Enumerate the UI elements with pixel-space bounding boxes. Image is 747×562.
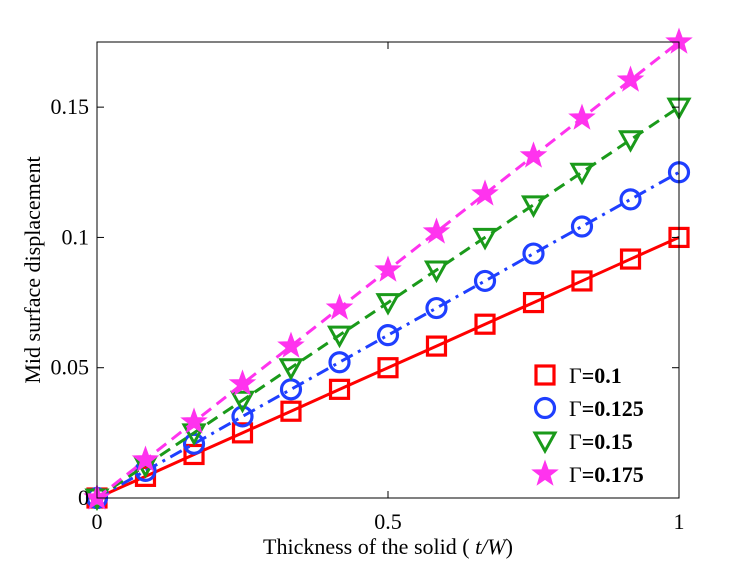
data-point <box>423 260 450 284</box>
x-tick-label: 0.5 <box>374 509 402 534</box>
data-point <box>277 331 305 358</box>
data-point <box>280 400 302 422</box>
legend-marker <box>533 396 557 420</box>
legend-gamma-value: =0.125 <box>582 396 644 421</box>
legend-label: Γ=0.175 <box>569 462 644 487</box>
legend-label: Γ=0.1 <box>569 363 622 388</box>
legend-gamma-value: =0.15 <box>582 429 633 454</box>
data-point <box>568 103 596 130</box>
data-point <box>375 293 401 316</box>
data-point <box>328 378 351 400</box>
data-point <box>616 65 645 92</box>
legend-marker <box>534 364 556 386</box>
x-axis-title-prefix: Thickness of the solid ( <box>263 534 475 559</box>
legend-entry-4: Γ=0.175 <box>531 459 644 487</box>
data-point <box>569 162 595 186</box>
x-axis-title-suffix: ) <box>506 534 513 559</box>
data-point <box>474 313 496 335</box>
data-point <box>326 325 353 349</box>
data-point <box>328 351 351 374</box>
series-line <box>96 105 680 500</box>
data-point <box>425 296 448 320</box>
data-point <box>519 141 548 168</box>
x-tick-label: 0 <box>92 509 103 534</box>
y-axis-title: Mid surface displacement <box>20 156 45 383</box>
data-point <box>425 335 448 357</box>
legend-gamma-symbol: Γ <box>569 429 582 454</box>
y-tick-label: 0 <box>78 485 89 510</box>
data-point <box>229 390 256 414</box>
legend-label: Γ=0.125 <box>569 396 644 421</box>
data-point <box>180 407 208 434</box>
data-point <box>231 422 254 444</box>
x-axis-title-variable: t/W <box>475 534 507 559</box>
ticks-layer: 0 0.5 1 0 0.05 0.1 0.15 <box>51 42 685 534</box>
x-tick-label: 1 <box>674 509 685 534</box>
data-point <box>520 195 547 218</box>
legend-gamma-symbol: Γ <box>569 396 582 421</box>
y-tick-label: 0.1 <box>62 224 90 249</box>
data-point <box>377 357 399 379</box>
data-point <box>376 324 400 347</box>
data-point <box>374 255 402 282</box>
data-point <box>422 217 451 244</box>
legend-entry-2: Γ=0.125 <box>533 396 644 421</box>
data-point <box>279 378 303 401</box>
legend-gamma-symbol: Γ <box>569 363 582 388</box>
legend-entry-1: Γ=0.1 <box>534 363 622 388</box>
y-tick-label: 0.05 <box>51 355 90 380</box>
data-point <box>472 227 498 251</box>
data-point <box>571 270 593 292</box>
series-2 <box>85 161 691 510</box>
legend-gamma-value: =0.1 <box>582 363 622 388</box>
legend-marker <box>532 431 558 455</box>
data-point <box>522 242 545 265</box>
data-point <box>522 291 545 314</box>
data-point <box>617 130 644 153</box>
data-point <box>325 293 354 320</box>
legend-marker <box>531 459 559 486</box>
x-axis-title: Thickness of the solid ( t/W) <box>263 534 513 559</box>
data-point <box>228 369 257 396</box>
legend-gamma-value: =0.175 <box>582 462 644 487</box>
data-point <box>278 358 304 381</box>
data-point <box>471 179 499 206</box>
data-point <box>570 215 594 238</box>
data-point <box>131 445 160 472</box>
data-point <box>619 248 642 270</box>
legend-gamma-symbol: Γ <box>569 462 582 487</box>
data-point <box>473 269 497 293</box>
y-tick-label: 0.15 <box>51 94 90 119</box>
data-point <box>619 188 642 211</box>
legend-label: Γ=0.15 <box>569 429 633 454</box>
legend-entry-3: Γ=0.15 <box>532 429 633 455</box>
data-point <box>231 405 254 428</box>
